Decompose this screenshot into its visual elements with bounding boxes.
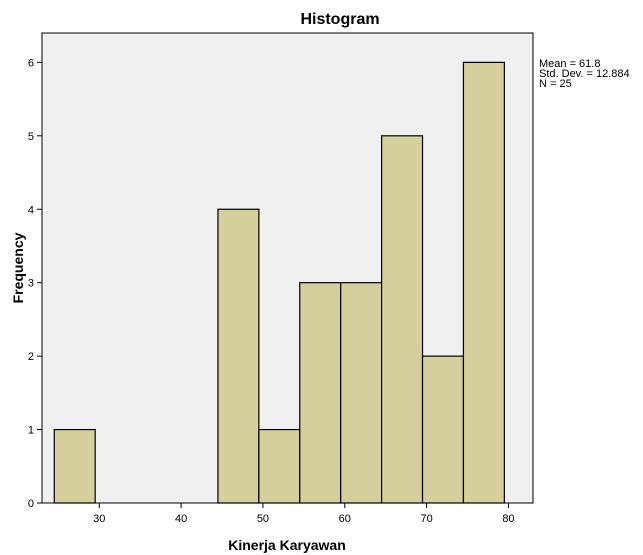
axes-group: [41, 33, 533, 504]
histogram-bar: [299, 282, 342, 504]
chart-title: Histogram: [300, 11, 379, 28]
histogram-bar: [421, 355, 465, 504]
histogram-bar: [462, 61, 505, 504]
x-tick-label: 40: [175, 513, 187, 525]
histogram-bar: [258, 428, 301, 504]
y-tick-label: 2: [28, 351, 34, 363]
y-tick-label: 1: [28, 425, 34, 437]
y-tick-label: 5: [28, 131, 34, 143]
x-tick-label: 50: [257, 513, 269, 525]
histogram-bar: [53, 428, 96, 504]
y-tick-label: 6: [28, 57, 34, 69]
y-axis-title: Frequency: [10, 232, 26, 303]
x-tick-label: 60: [339, 513, 351, 525]
histogram-bar: [381, 135, 424, 504]
y-ticks-group: 0 1 2 3 4 5 6: [28, 57, 42, 510]
y-tick-label: 4: [28, 204, 34, 216]
stats-line: Mean = 61.8: [539, 58, 600, 70]
bars-group: [53, 61, 505, 504]
histogram-bar: [340, 282, 383, 504]
stats-line: N = 25: [539, 78, 572, 90]
stats-line: Std. Dev. = 12.884: [539, 68, 630, 80]
x-tick-label: 70: [420, 513, 432, 525]
y-tick-label: 0: [28, 498, 34, 510]
y-tick-label: 3: [28, 278, 34, 290]
x-ticks-group: 30 40 50 60 70 80: [93, 503, 515, 525]
x-tick-label: 30: [93, 513, 105, 525]
histogram-bar: [217, 208, 260, 504]
x-axis-title: Kinerja Karyawan: [228, 537, 346, 553]
x-tick-label: 80: [502, 513, 514, 525]
